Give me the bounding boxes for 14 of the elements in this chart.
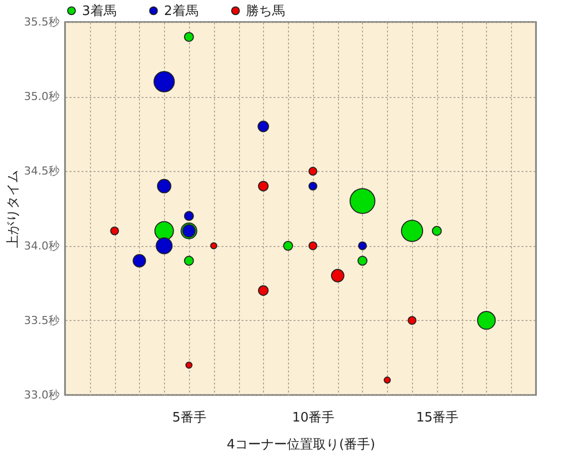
y-tick-label: 34.0秒	[24, 239, 60, 252]
y-tick-label: 35.5秒	[24, 16, 60, 28]
legend-label: 3着馬	[82, 2, 116, 19]
y-tick-label: 33.5秒	[24, 314, 60, 327]
x-tick-label: 10番手	[292, 410, 335, 426]
legend-label: 2着馬	[164, 2, 198, 19]
y-tick-label: 35.0秒	[24, 90, 60, 104]
x-axis-title: 4コーナー位置取り(番手)	[226, 438, 376, 452]
y-axis-title: 上がりタイム	[6, 170, 22, 248]
x-tick-label: 5番手	[172, 410, 207, 426]
x-tick-label: 15番手	[416, 410, 459, 426]
y-tick-label: 33.0秒	[24, 388, 60, 402]
legend-label: 勝ち馬	[246, 4, 285, 19]
y-tick-label: 34.5秒	[24, 164, 60, 178]
